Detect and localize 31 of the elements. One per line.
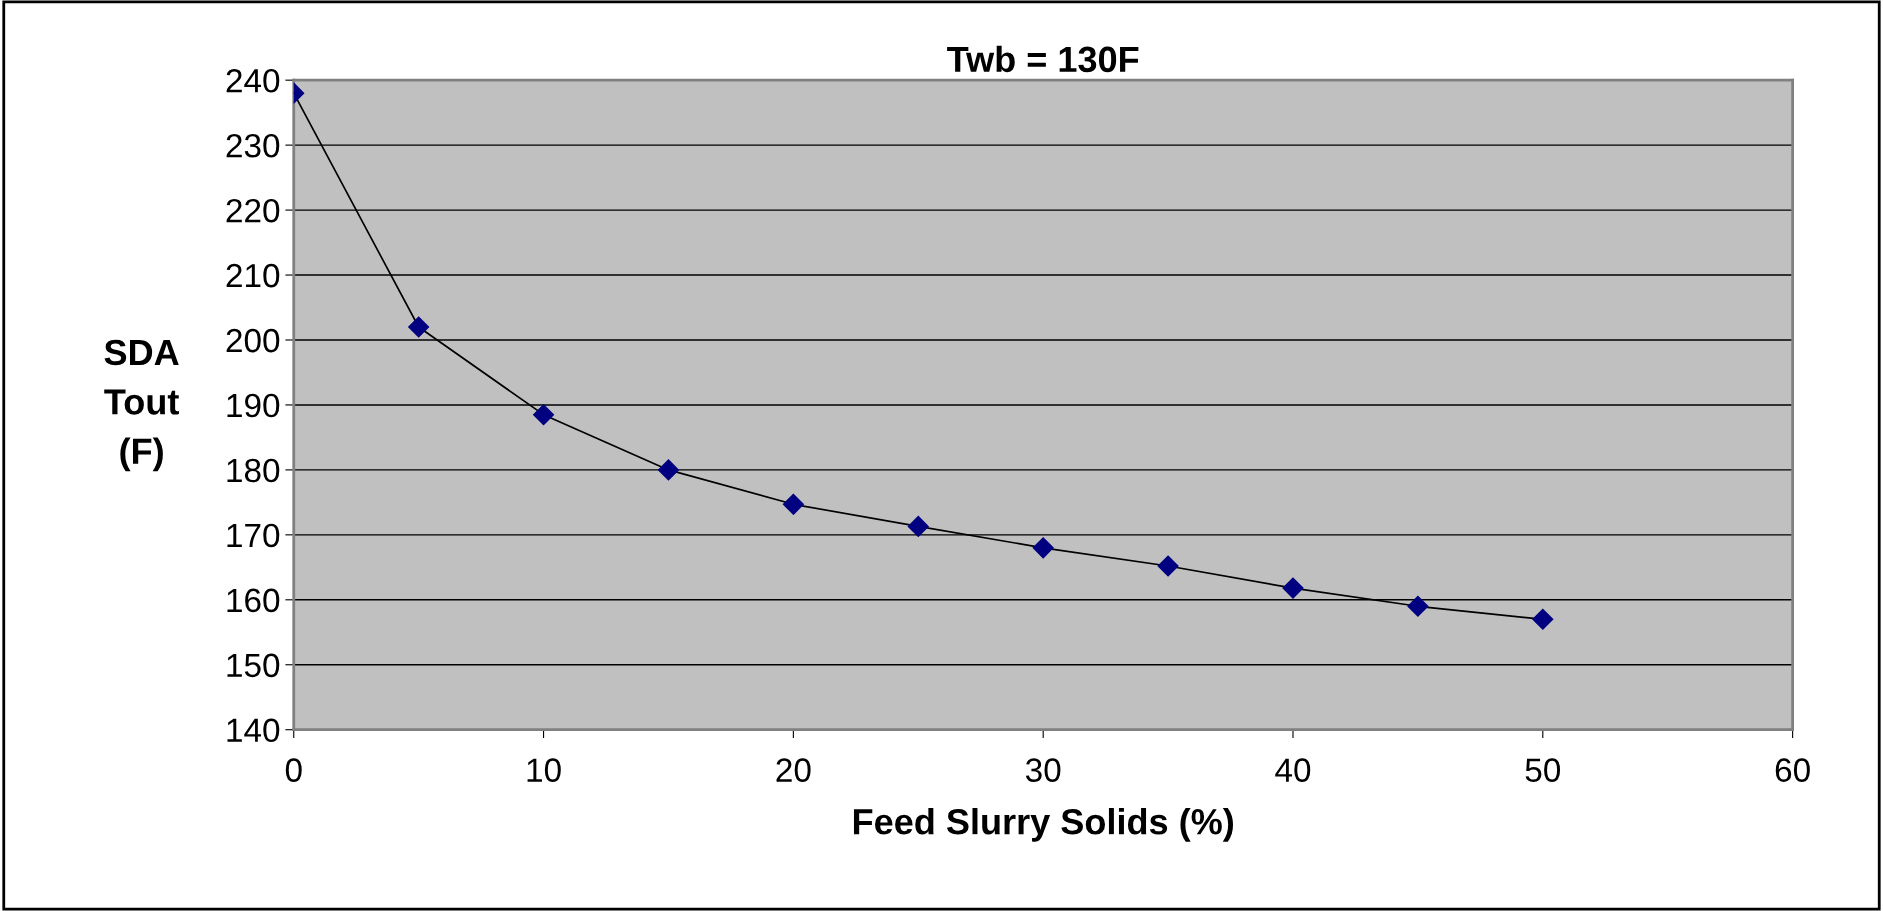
x-tick-label: 60 bbox=[1775, 758, 1810, 782]
point bbox=[1532, 608, 1554, 630]
y-tick-label: 210 bbox=[226, 263, 280, 288]
y-tick-label: 200 bbox=[226, 328, 280, 353]
point bbox=[782, 493, 804, 515]
x-tick-label: 20 bbox=[776, 758, 811, 782]
y-tick-label: 190 bbox=[227, 393, 280, 418]
x-tick-label: 0 bbox=[285, 758, 302, 782]
y-tick-label: 220 bbox=[226, 198, 280, 223]
y-tick-label: 240 bbox=[226, 68, 280, 93]
x-tick-label: 50 bbox=[1525, 758, 1561, 782]
point bbox=[907, 515, 929, 537]
chart-title: Twb = 130F bbox=[947, 45, 1139, 73]
y-tick-label: 170 bbox=[227, 523, 280, 548]
x-tick-label: 30 bbox=[1025, 758, 1061, 782]
x-tick-label: 40 bbox=[1275, 758, 1311, 782]
x-axis-title: Feed Slurry Solids (%) bbox=[853, 808, 1234, 842]
point bbox=[408, 316, 430, 338]
point bbox=[1282, 577, 1304, 599]
y-tick-label: 140 bbox=[227, 718, 280, 743]
y-tick-label: 160 bbox=[227, 588, 280, 613]
x-tick-label: 10 bbox=[527, 758, 561, 782]
point bbox=[1407, 595, 1429, 617]
point bbox=[657, 459, 679, 481]
y-tick-label: 230 bbox=[226, 133, 280, 158]
point bbox=[1157, 555, 1179, 577]
y-axis-title: SDA Tout (F) bbox=[104, 339, 179, 472]
point bbox=[533, 404, 555, 426]
point bbox=[1032, 537, 1054, 559]
y-tick-label: 180 bbox=[227, 458, 280, 483]
y-tick-label: 150 bbox=[227, 653, 280, 678]
